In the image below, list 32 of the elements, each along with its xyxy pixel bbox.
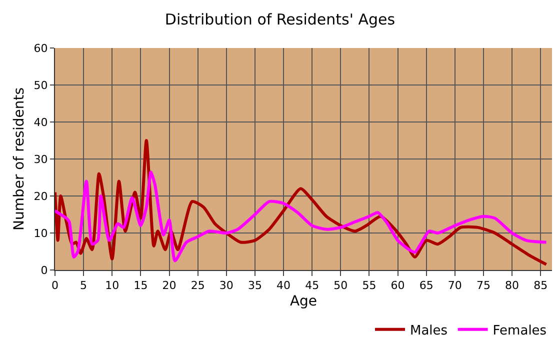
x-tick-label: 40 xyxy=(276,279,291,292)
x-tick-label: 20 xyxy=(162,279,176,292)
x-tick-label: 45 xyxy=(305,279,320,292)
legend-label: Males xyxy=(410,323,448,338)
x-tick-label: 25 xyxy=(190,279,205,292)
x-tick-label: 65 xyxy=(419,279,434,292)
y-tick-label: 0 xyxy=(40,264,48,277)
x-tick-label: 30 xyxy=(219,279,234,292)
legend-label: Females xyxy=(492,323,547,338)
x-tick-label: 80 xyxy=(505,279,520,292)
chart-title: Distribution of Residents' Ages xyxy=(164,10,396,29)
y-tick-label: 60 xyxy=(34,42,48,55)
x-axis-title: Age xyxy=(290,294,318,310)
x-tick-label: 60 xyxy=(390,279,405,292)
x-tick-label: 10 xyxy=(105,279,120,292)
line-series xyxy=(55,170,548,262)
x-tick-label: 5 xyxy=(80,279,88,292)
y-tick-label: 40 xyxy=(34,116,48,129)
y-axis-title: Number of residents xyxy=(11,87,28,231)
x-tick-label: 15 xyxy=(134,279,148,292)
line-series xyxy=(55,139,548,266)
x-tick-label: 55 xyxy=(362,279,376,292)
y-tick-label: 50 xyxy=(34,78,48,92)
x-tick-label: 85 xyxy=(534,279,548,292)
x-tick-label: 35 xyxy=(248,279,262,292)
x-tick-label: 75 xyxy=(476,279,490,292)
x-tick-label: 70 xyxy=(448,279,462,292)
y-tick-label: 10 xyxy=(34,226,48,240)
x-tick-label: 50 xyxy=(334,279,348,292)
x-tick-label: 0 xyxy=(52,279,58,292)
y-tick-label: 30 xyxy=(34,152,48,166)
y-tick-label: 20 xyxy=(34,190,48,203)
